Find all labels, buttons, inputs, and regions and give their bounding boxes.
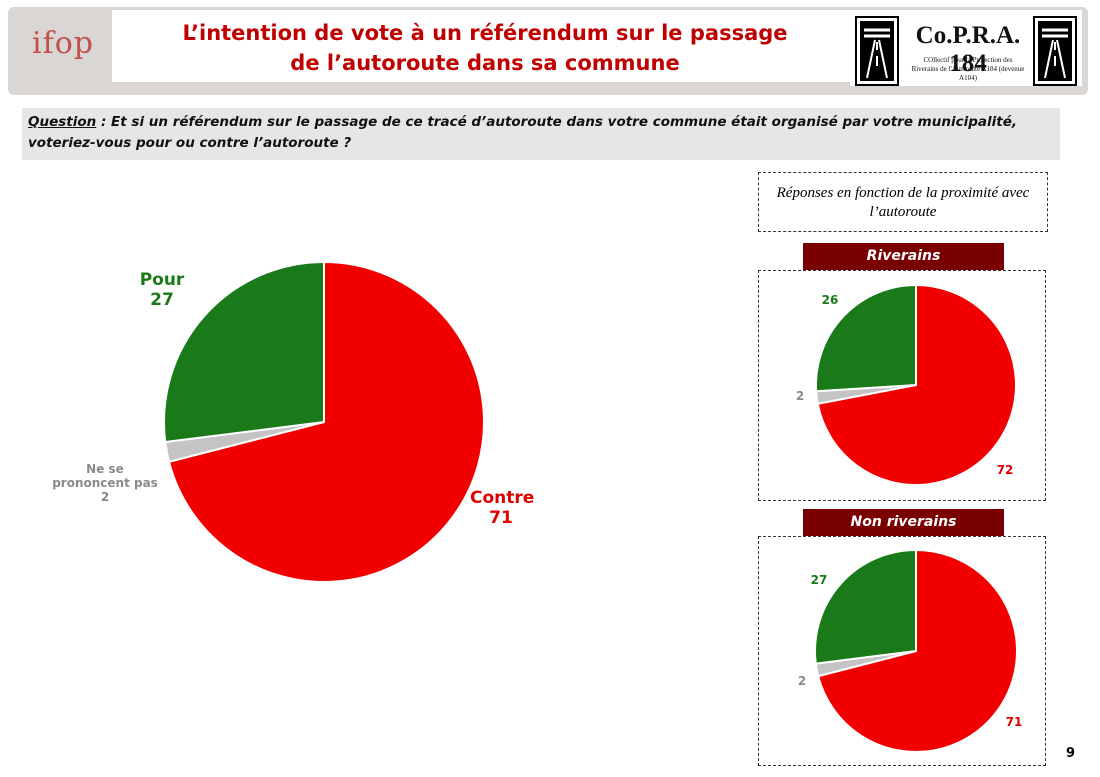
pie-slice	[815, 283, 917, 393]
subchart-frame	[758, 536, 1046, 766]
value-label: 26	[821, 293, 839, 307]
header-panel	[112, 10, 850, 82]
subchart-title: Non riverains	[803, 509, 1004, 536]
category-label: Pour	[139, 270, 185, 290]
question-text: : Et si un référendum sur le passage de …	[28, 114, 1017, 151]
data-label: 71	[999, 712, 1029, 732]
value-label: 2	[797, 674, 807, 688]
road-icon	[1033, 16, 1077, 86]
logo-text: Co.P.R.A. 184	[915, 22, 1021, 77]
subchart-title: Riverains	[803, 243, 1004, 270]
road-icon	[855, 16, 899, 86]
title: L’intention de vote à un référendum sur …	[182, 21, 788, 75]
data-label: 27	[804, 570, 834, 590]
value-label: 71	[1005, 715, 1023, 729]
category-label: Ne se prononcent pas	[52, 462, 158, 490]
value-label: 72	[996, 463, 1014, 477]
data-label: Ne se prononcent pas 2	[50, 462, 160, 504]
logo-subtitle: COllectif pour la Protection des Riverai…	[911, 56, 1025, 82]
subchart-frame	[758, 270, 1046, 501]
value-label: 71	[489, 508, 513, 528]
question: Question : Et si un référendum sur le pa…	[22, 108, 1060, 160]
pie-slice	[163, 260, 325, 444]
page-number: 9	[1066, 746, 1076, 761]
pie-slice	[816, 548, 1018, 753]
data-label: Contre 71	[470, 488, 535, 528]
value-label: 27	[810, 573, 828, 587]
data-label: 72	[990, 460, 1020, 480]
data-label: 2	[790, 386, 810, 406]
value-label: 2	[795, 389, 805, 403]
pie-slice	[814, 548, 917, 665]
value-label: 2	[100, 490, 110, 504]
pie-slice	[167, 260, 485, 583]
data-label: 2	[792, 671, 812, 691]
side-note: Réponses en fonction de la proximité ave…	[758, 172, 1048, 232]
value-label: 27	[150, 290, 174, 310]
category-label: Contre	[470, 488, 535, 508]
data-label: Pour 27	[128, 270, 196, 310]
logo-text: ifop	[32, 26, 94, 61]
data-label: 26	[815, 290, 845, 310]
question-label: Question	[28, 114, 97, 130]
